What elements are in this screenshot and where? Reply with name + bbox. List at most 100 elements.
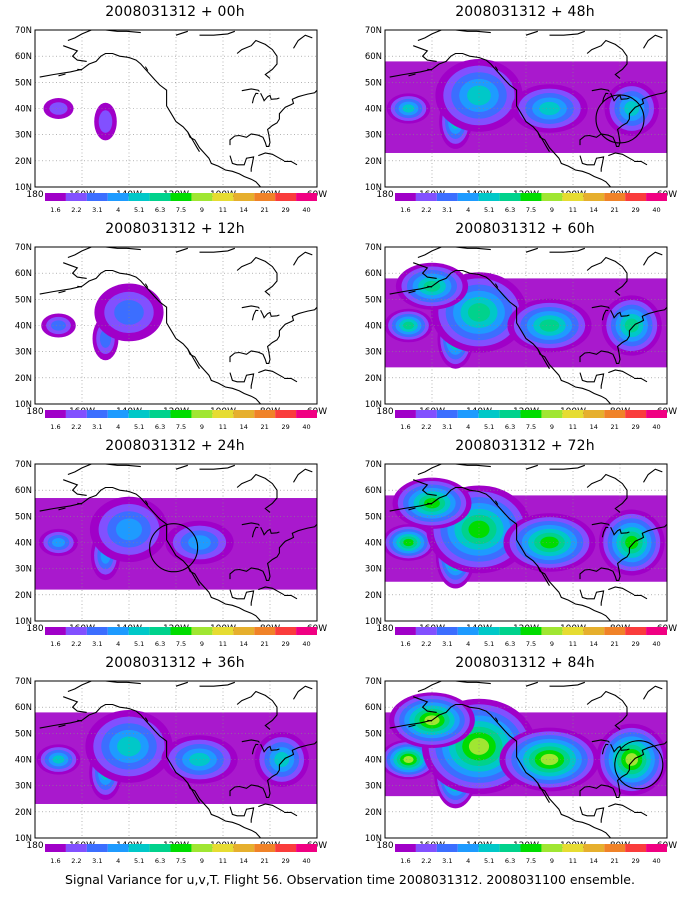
- colorbar-label: 5.1: [484, 206, 494, 214]
- colorbar-swatch: [562, 627, 584, 635]
- colorbar-swatch: [520, 410, 542, 418]
- graticule: [385, 681, 667, 838]
- colorbar-swatch: [212, 627, 234, 635]
- colorbar-swatch: [395, 193, 416, 201]
- colorbar-label: 9: [550, 857, 554, 865]
- colorbar-label: 21: [261, 206, 269, 214]
- map-content: 70N60N50N40N30N20N10N180160W140W120W100W…: [365, 460, 677, 634]
- colorbar-swatch: [170, 844, 192, 852]
- observation-circle: [149, 523, 199, 573]
- lat-label: 40N: [365, 322, 382, 332]
- colorbar-label: 2.2: [71, 206, 81, 214]
- lon-label: 180: [376, 624, 393, 634]
- colorbar-label: 14: [590, 857, 598, 865]
- lat-label: 60N: [15, 703, 32, 713]
- colorbar-swatch: [170, 193, 192, 201]
- lat-label: 70N: [15, 460, 32, 470]
- colorbar-swatch: [296, 410, 317, 418]
- colorbar-label: 1.6: [50, 206, 60, 214]
- map-panel-24h: 2008031312 + 24h 70N 60N 50N 40N 30N 20N 10N 18…: [0, 434, 350, 649]
- colorbar-swatch: [275, 410, 297, 418]
- coastline: [39, 30, 317, 187]
- lat-label: 40N: [15, 105, 32, 115]
- lon-label: 60W: [657, 624, 677, 634]
- colorbar-label: 11: [219, 206, 227, 214]
- panel-grid: 2008031312 + 00h 70N 60N 50N 40N 30N 20N 10N 18…: [0, 4, 700, 866]
- colorbar-label: 21: [261, 640, 269, 648]
- colorbar-label: 6.3: [155, 857, 165, 865]
- colorbar-swatch: [191, 844, 213, 852]
- colorbar-swatch: [191, 627, 213, 635]
- variance-map: 70N60N50N40N30N20N10N180160W140W120W100W…: [15, 677, 327, 865]
- colorbar-label: 29: [281, 857, 289, 865]
- colorbar-swatch: [520, 193, 542, 201]
- colorbar-label: 21: [261, 857, 269, 865]
- map-frame: [384, 680, 668, 839]
- colorbar-label: 7.5: [176, 423, 186, 431]
- colorbar-swatch: [65, 193, 87, 201]
- lat-label: 30N: [15, 565, 32, 575]
- colorbar-label: 40: [652, 423, 660, 431]
- colorbar-label: 2.2: [421, 640, 431, 648]
- colorbar-label: 9: [200, 206, 204, 214]
- colorbar-swatch: [499, 844, 521, 852]
- coastline: [389, 681, 667, 838]
- colorbar-label: 2.2: [71, 640, 81, 648]
- colorbar-label: 6.3: [505, 640, 515, 648]
- coastline: [39, 681, 317, 838]
- map-frame: [34, 680, 318, 839]
- colorbar-label: 2.2: [421, 423, 431, 431]
- colorbar-swatch: [233, 410, 255, 418]
- colorbar-label: 6.3: [505, 206, 515, 214]
- colorbar-swatch: [478, 627, 500, 635]
- colorbar-swatch: [128, 844, 150, 852]
- graticule: [35, 681, 317, 838]
- colorbar-label: 9: [550, 423, 554, 431]
- map-panel-36h: 2008031312 + 36h 70N 60N 50N 40N 30N 20N 10N 18…: [0, 651, 350, 866]
- colorbar-label: 4: [466, 423, 470, 431]
- lat-label: 70N: [15, 243, 32, 253]
- colorbar-label: 5.1: [484, 857, 494, 865]
- colorbar-swatch: [520, 627, 542, 635]
- colorbar-label: 40: [652, 206, 660, 214]
- colorbar-swatch: [275, 627, 297, 635]
- variance-map: 70N60N50N40N30N20N10N180160W140W120W100W…: [15, 460, 327, 648]
- colorbar-label: 1.6: [400, 206, 410, 214]
- colorbar-swatch: [541, 193, 563, 201]
- panel-title: 2008031312 + 36h: [105, 655, 245, 671]
- map-frame: [384, 246, 668, 405]
- lat-label: 20N: [365, 808, 382, 818]
- colorbar-label: 29: [631, 857, 639, 865]
- lat-label: 60N: [365, 269, 382, 279]
- lat-label: 10N: [15, 183, 32, 193]
- lat-label: 40N: [365, 105, 382, 115]
- lon-label: 60W: [307, 841, 327, 851]
- lat-label: 50N: [365, 729, 382, 739]
- colorbar-swatch: [107, 844, 129, 852]
- colorbar-label: 4: [116, 206, 120, 214]
- colorbar-swatch: [233, 627, 255, 635]
- colorbar-swatch: [65, 844, 87, 852]
- figure-caption: Signal Variance for u,v,T. Flight 56. Ob…: [65, 872, 635, 887]
- map-panel-84h: 2008031312 + 84h 70N 60N 50N 40N 30N 20N 10N 18…: [350, 651, 700, 866]
- colorbar-label: 2.2: [71, 857, 81, 865]
- map-content: 70N60N50N40N30N20N10N180160W140W120W100W…: [15, 677, 327, 851]
- lon-label: 180: [26, 841, 43, 851]
- colorbar-label: 29: [631, 206, 639, 214]
- graticule: [385, 464, 667, 621]
- graticule: [385, 247, 667, 404]
- colorbar-label: 11: [219, 857, 227, 865]
- map-content: 70N60N50N40N30N20N10N180160W140W120W100W…: [365, 243, 677, 417]
- colorbar-label: 1.6: [400, 423, 410, 431]
- lat-label: 50N: [15, 512, 32, 522]
- colorbar-swatch: [395, 410, 416, 418]
- map-frame: [34, 246, 318, 405]
- colorbar-label: 4: [116, 423, 120, 431]
- colorbar-label: 7.5: [526, 640, 536, 648]
- colorbar-swatch: [128, 410, 150, 418]
- lat-label: 50N: [15, 78, 32, 88]
- colorbar-label: 11: [569, 423, 577, 431]
- colorbar-swatch: [128, 193, 150, 201]
- colorbar-swatch: [86, 844, 108, 852]
- colorbar-label: 5.1: [134, 423, 144, 431]
